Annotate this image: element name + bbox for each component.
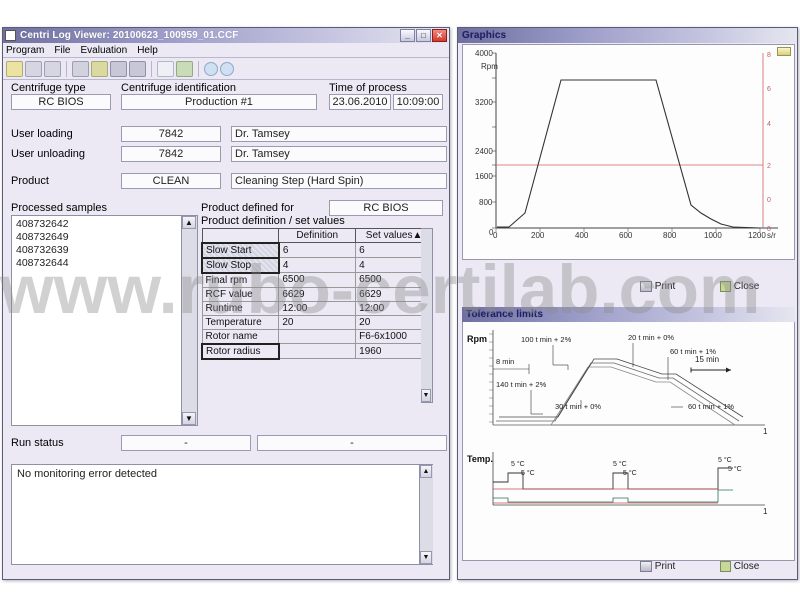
svg-text:30 t min + 0%: 30 t min + 0% — [555, 402, 601, 411]
svg-text:800: 800 — [479, 198, 493, 207]
svg-text:1: 1 — [763, 507, 768, 516]
svg-text:5 °C: 5 °C — [623, 469, 637, 477]
svg-text:1200: 1200 — [748, 231, 766, 240]
svg-text:8 min: 8 min — [496, 357, 514, 366]
svg-text:5 °C: 5 °C — [521, 469, 535, 477]
svg-text:5 °C: 5 °C — [511, 460, 525, 468]
svg-text:4000: 4000 — [475, 49, 493, 58]
svg-text:2400: 2400 — [475, 147, 493, 156]
svg-text:1600: 1600 — [475, 172, 493, 181]
svg-text:0: 0 — [767, 226, 771, 233]
svg-text:Rpm: Rpm — [481, 62, 498, 71]
svg-text:8: 8 — [767, 52, 771, 59]
svg-text:200: 200 — [531, 231, 545, 240]
svg-text:800: 800 — [663, 231, 677, 240]
svg-text:5 °C: 5 °C — [718, 456, 732, 464]
svg-text:Rpm: Rpm — [467, 334, 487, 344]
svg-text:5 °C: 5 °C — [613, 460, 627, 468]
svg-text:5 °C: 5 °C — [728, 465, 742, 473]
svg-text:100 t min + 2%: 100 t min + 2% — [521, 335, 572, 344]
svg-text:400: 400 — [575, 231, 589, 240]
svg-text:20 t min + 0%: 20 t min + 0% — [628, 333, 674, 342]
svg-text:4: 4 — [767, 121, 771, 128]
svg-text:3200: 3200 — [475, 98, 493, 107]
svg-text:1: 1 — [763, 427, 768, 436]
svg-text:2: 2 — [767, 163, 771, 170]
svg-text:1000: 1000 — [704, 231, 722, 240]
svg-text:140 t min + 2%: 140 t min + 2% — [496, 380, 547, 389]
svg-text:15 min: 15 min — [695, 355, 719, 364]
svg-text:Temp.: Temp. — [467, 454, 493, 464]
svg-text:600: 600 — [619, 231, 633, 240]
svg-text:6: 6 — [767, 86, 771, 93]
svg-text:0: 0 — [493, 231, 498, 240]
svg-text:60 t min + 1%: 60 t min + 1% — [688, 402, 734, 411]
svg-text:0: 0 — [767, 197, 771, 204]
